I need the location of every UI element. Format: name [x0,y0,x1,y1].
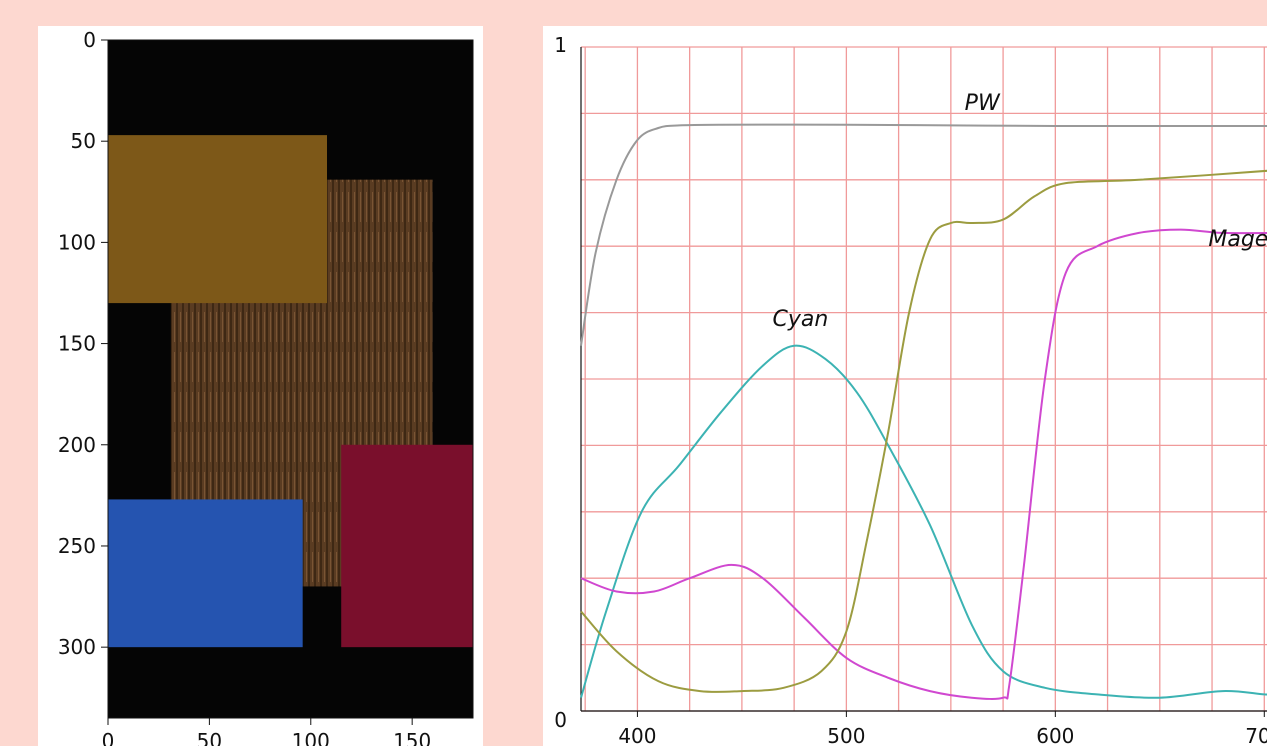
x-tick-label: 150 [393,729,431,746]
y-tick-label: 250 [58,534,96,558]
x-tick-label: 100 [292,729,330,746]
curve-label: Cyan [772,307,828,332]
crimson-rectangle [341,444,473,648]
left-image-panel: 0 50 100 150 200 250 300 0 50 100 150 [38,26,483,746]
pw-curve [580,123,1267,346]
x-tick-label: 500 [827,724,865,746]
x-tick-label: 600 [1036,724,1074,746]
image-axes: 0 50 100 150 200 250 300 0 50 100 150 [58,28,474,746]
blue-rectangle [108,499,303,648]
image-frame [107,39,474,719]
orange-rectangle [108,135,327,304]
spectrum-axes: PW Cyan Magent 1 0 400 500 600 700 [554,33,1267,746]
cyan-curve [580,344,1267,699]
x-tick-label: 700 [1245,724,1267,746]
y-tick-label: 200 [58,433,96,457]
x-tick-label: 400 [618,724,656,746]
magenta-curve [580,228,1267,700]
y-tick-label: 300 [58,635,96,659]
y-tick-label: 50 [71,129,96,153]
y-tick-label: 100 [58,230,96,254]
y-tick-label: 150 [58,332,96,356]
y-tick-label: 0 [554,708,567,732]
y-tick-label: 1 [554,33,567,57]
olive-curve [580,169,1267,693]
x-tick-label: 50 [197,729,222,746]
curve-label: PW [965,91,1001,116]
right-spectrum-panel: PW Cyan Magent 1 0 400 500 600 700 [543,26,1267,746]
y-tick-label: 0 [83,28,96,52]
x-tick-label: 0 [102,729,115,746]
curve-label: Magent [1208,227,1267,252]
